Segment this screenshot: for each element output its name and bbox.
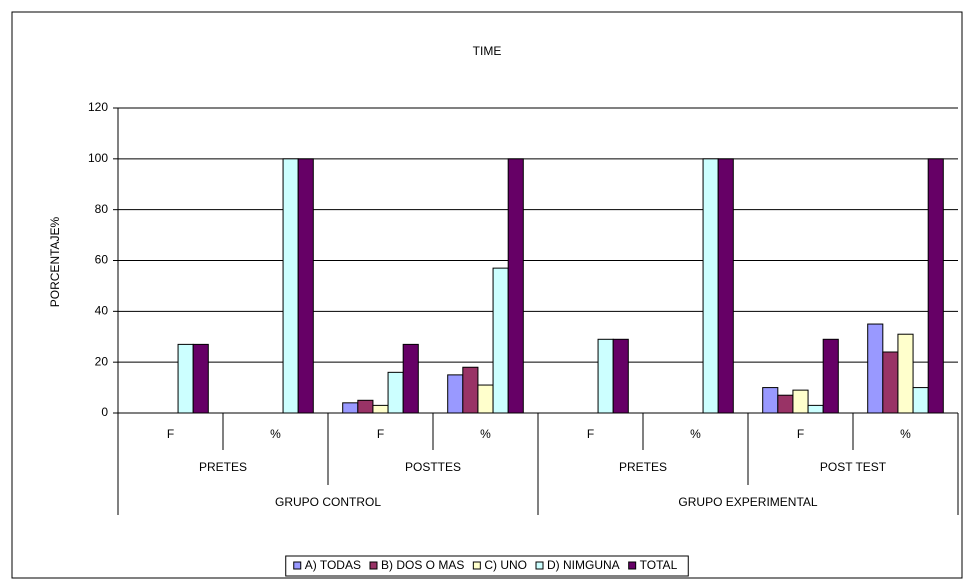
- legend-swatch: [472, 561, 481, 570]
- bar: [597, 338, 614, 414]
- y-tick-label: 120: [88, 100, 108, 114]
- bar: [927, 158, 944, 414]
- legend-swatch: [369, 561, 378, 570]
- y-tick-label: 40: [95, 304, 109, 318]
- legend-label: A) TODAS: [305, 558, 361, 572]
- bar: [702, 158, 719, 414]
- x-tick-label: F: [377, 427, 384, 441]
- bar: [192, 343, 209, 414]
- bar: [507, 158, 524, 414]
- x-tick-label: %: [690, 427, 701, 441]
- legend-swatch: [535, 561, 544, 570]
- bar: [177, 343, 194, 414]
- group-label: GRUPO EXPERIMENTAL: [678, 495, 817, 509]
- bar: [612, 338, 629, 414]
- group-label: PRETES: [199, 460, 247, 474]
- group-label: POSTTES: [405, 460, 461, 474]
- bar: [822, 338, 839, 414]
- y-tick-label: 80: [95, 202, 109, 216]
- bar: [447, 374, 464, 414]
- chart-border: [11, 11, 963, 579]
- x-tick-label: F: [587, 427, 594, 441]
- bar: [897, 333, 914, 414]
- x-tick-label: %: [900, 427, 911, 441]
- bar: [792, 389, 809, 414]
- group-label: PRETES: [619, 460, 667, 474]
- bar: [762, 387, 779, 414]
- chart-title: TIME: [473, 44, 502, 58]
- bar: [777, 394, 794, 414]
- bar: [357, 399, 374, 414]
- x-tick-label: %: [270, 427, 281, 441]
- bar: [297, 158, 314, 414]
- x-tick-label: F: [167, 427, 174, 441]
- bar: [717, 158, 734, 414]
- legend-swatch: [628, 561, 637, 570]
- x-tick-label: %: [480, 427, 491, 441]
- bar: [342, 402, 359, 414]
- bar: [882, 351, 899, 414]
- legend-box: [285, 555, 689, 577]
- bar: [372, 404, 389, 414]
- x-tick-label: F: [797, 427, 804, 441]
- bar: [402, 343, 419, 414]
- bar: [492, 267, 509, 414]
- legend-label: D) NIMGUNA: [547, 558, 620, 572]
- group-label: GRUPO CONTROL: [275, 495, 381, 509]
- legend-swatch: [293, 561, 302, 570]
- bar: [807, 404, 824, 414]
- bar: [867, 323, 884, 414]
- legend-label: TOTAL: [640, 558, 678, 572]
- y-tick-label: 20: [95, 354, 109, 368]
- y-axis-label: PORCENTAJE%: [48, 216, 62, 307]
- legend-label: B) DOS O MAS: [381, 558, 464, 572]
- bar: [282, 158, 299, 414]
- bar: [387, 371, 404, 414]
- bar: [912, 387, 929, 414]
- y-tick-label: 60: [95, 253, 109, 267]
- bar: [462, 366, 479, 414]
- bar: [477, 384, 494, 414]
- y-tick-label: 0: [101, 405, 108, 419]
- y-tick-label: 100: [88, 151, 108, 165]
- group-label: POST TEST: [820, 460, 887, 474]
- legend-label: C) UNO: [484, 558, 527, 572]
